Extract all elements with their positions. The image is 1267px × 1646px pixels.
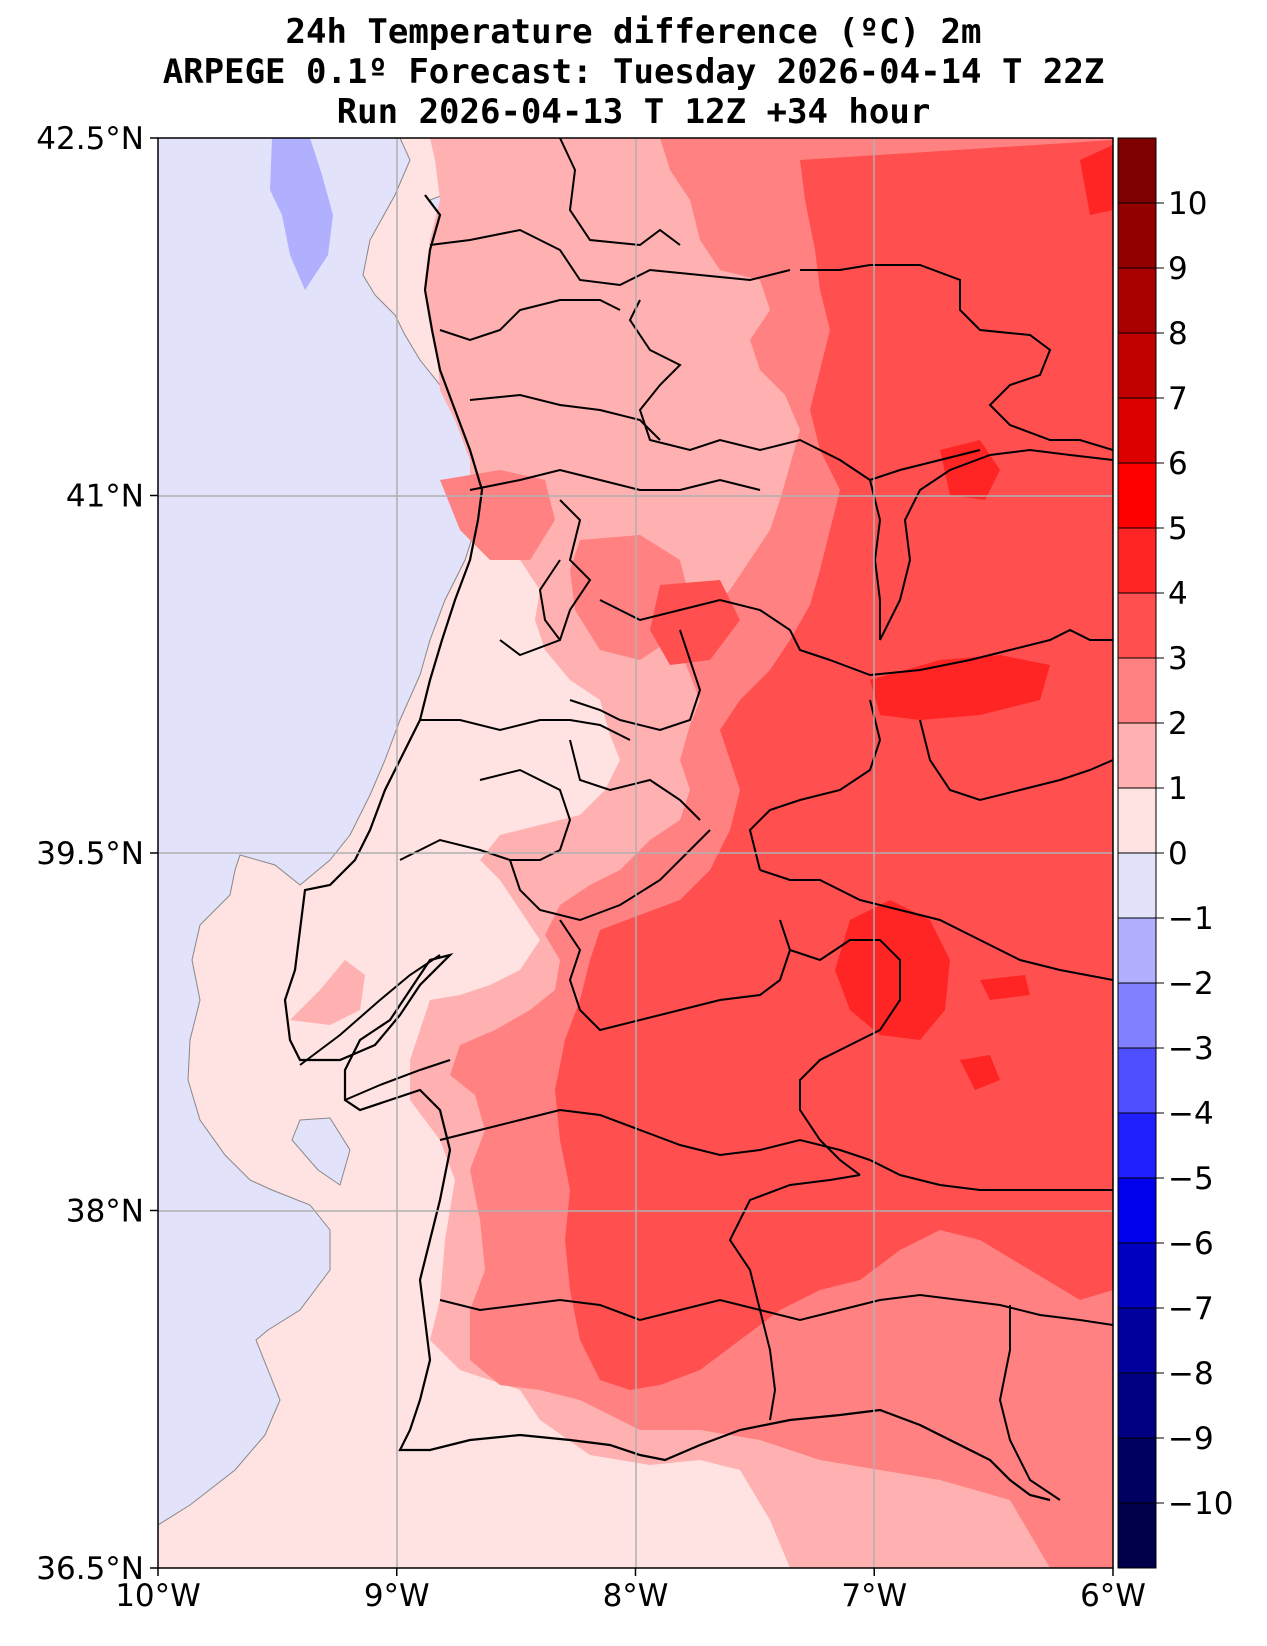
colorbar-label: −5 [1168,1161,1214,1197]
colorbar-label: −8 [1168,1356,1214,1392]
warm-patch-setubal [290,960,365,1025]
sado-estuary [344,1059,451,1101]
colorbar-label: 1 [1168,771,1188,807]
map-title-line-2: ARPEGE 0.1º Forecast: Tuesday 2026-04-14… [162,52,1105,92]
warm-patch-evora [960,1055,1000,1090]
colorbar-label: −6 [1168,1226,1214,1262]
colorbar-band [1118,1048,1156,1114]
graticule [158,138,1113,1568]
colorbar-label: 10 [1168,186,1207,222]
colorbar-label: −2 [1168,966,1214,1002]
warm-patch-northeast [1080,145,1113,215]
colorbar-label: 8 [1168,316,1188,352]
colorbar-band [1118,1503,1156,1569]
colorbar-band [1118,658,1156,724]
colorbar-label: −10 [1168,1486,1233,1522]
tagus-estuary [299,954,441,1066]
warm-patch-aveiro [440,470,555,560]
colorbar-label: 2 [1168,706,1188,742]
lat-label: 36.5°N [36,1551,144,1587]
map-plot-area [158,138,1113,1568]
colorbar-band [1118,853,1156,919]
colorbar-band [1118,268,1156,334]
colorbar-band [1118,203,1156,269]
colorbar-band [1118,398,1156,464]
colorbar-band [1118,1113,1156,1179]
colorbar-band [1118,528,1156,594]
lon-label: 8°W [603,1578,669,1614]
warm-patch-badajoz [980,975,1030,1000]
colorbar-label: 3 [1168,641,1188,677]
colorbar-band [1118,463,1156,529]
colorbar-label: −9 [1168,1421,1214,1457]
cold-anomaly-patch [270,138,333,290]
map-axes: 42.5°N 41°N 39.5°N 38°N 36.5°N10°W 9°W 8°W 7°W 6… [36,121,1146,1614]
colorbar-band [1118,1308,1156,1374]
colorbar-label: 9 [1168,251,1188,287]
warm-band-4-5 [835,900,950,1040]
map-title-line-3: Run 2026-04-13 T 12Z +34 hour [336,92,931,132]
colorbar-label: 5 [1168,511,1188,547]
lat-label: 42.5°N [36,121,144,157]
colorbar-band [1118,723,1156,789]
cold-enclave-sado [291,1117,351,1186]
colorbar-label: 6 [1168,446,1188,482]
district-borders [399,138,1113,1501]
colorbar-band [1118,1178,1156,1244]
colorbar-label: −1 [1168,901,1214,937]
colorbar-band [1118,983,1156,1049]
colorbar-band [1118,1373,1156,1439]
colorbar-band [1118,918,1156,984]
lat-label: 38°N [66,1194,144,1230]
colorbar-band [1118,1438,1156,1504]
colorbar-label: −7 [1168,1291,1214,1327]
map-title-line-1: 24h Temperature difference (ºC) 2m [285,12,982,52]
colorbar-band [1118,788,1156,854]
lon-label: 10°W [115,1578,201,1614]
colorbar-label: −4 [1168,1096,1214,1132]
colorbar-label: 0 [1168,836,1188,872]
colorbar-band [1118,333,1156,399]
lon-label: 6°W [1080,1578,1146,1614]
lon-label: 7°W [841,1578,907,1614]
colorbar-band [1118,138,1156,204]
lon-label: 9°W [364,1578,430,1614]
colorbar-band [1118,593,1156,659]
colorbar-label: 4 [1168,576,1188,612]
colorbar-band [1118,1243,1156,1309]
lat-label: 39.5°N [36,836,144,872]
lat-label: 41°N [66,479,144,515]
coastline [283,194,1051,1502]
colorbar-label: 7 [1168,381,1188,417]
colorbar-label: −3 [1168,1031,1214,1067]
warm-patch-braganca [940,440,1000,500]
